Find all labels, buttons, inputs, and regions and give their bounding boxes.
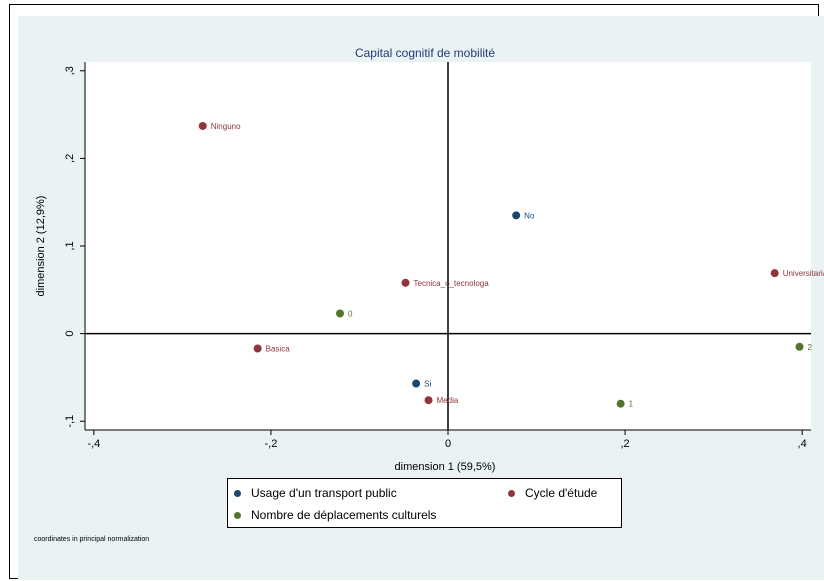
x-tick-label: ,2 — [620, 438, 629, 450]
y-tick-label: ,1 — [64, 241, 76, 250]
legend-label-cycle: Cycle d'étude — [525, 486, 598, 500]
point-label: 2 — [807, 343, 812, 352]
y-tick-label: 0 — [64, 331, 76, 337]
legend: Usage d'un transport public Cycle d'étud… — [227, 478, 622, 528]
y-axis-label: dimension 2 (12,9%) — [35, 196, 47, 297]
data-point — [424, 396, 433, 405]
data-point — [795, 342, 804, 351]
data-point — [512, 211, 521, 220]
y-tick-label: -,1 — [64, 415, 76, 428]
x-axis-label: dimension 1 (59,5%) — [395, 461, 496, 473]
point-label: Media — [437, 396, 459, 405]
point-label: Si — [424, 380, 431, 389]
y-tick-label: ,3 — [64, 66, 76, 75]
legend-label-deplacements: Nombre de déplacements culturels — [251, 508, 437, 522]
point-label: Ninguno — [211, 122, 241, 131]
legend-item-transport: Usage d'un transport public — [234, 486, 397, 500]
y-tick-label: ,2 — [64, 154, 76, 163]
x-tick-label: 0 — [445, 438, 451, 450]
data-point — [616, 399, 625, 408]
data-point — [412, 379, 421, 388]
chart-title: Capital cognitif de mobilité — [355, 46, 495, 60]
legend-marker-cycle — [508, 489, 515, 497]
point-label: Universitaria — [783, 269, 824, 278]
data-point — [253, 344, 262, 353]
point-label: No — [524, 211, 535, 220]
legend-item-deplacements: Nombre de déplacements culturels — [234, 508, 436, 522]
point-label: Tecnica_o_tecnologa — [414, 279, 490, 288]
data-point — [198, 121, 207, 130]
legend-item-cycle: Cycle d'étude — [508, 486, 597, 500]
data-point — [335, 309, 344, 318]
point-label: 0 — [348, 309, 353, 318]
x-tick-label: -,2 — [265, 438, 278, 450]
legend-marker-deplacements — [234, 511, 241, 519]
point-label: 1 — [629, 400, 634, 409]
x-tick-label: ,4 — [798, 438, 807, 450]
point-label: Basica — [266, 345, 291, 354]
normalization-note: coordinates in principal normalization — [34, 536, 150, 543]
data-point — [401, 278, 410, 287]
legend-marker-transport — [234, 489, 241, 497]
data-point — [770, 269, 779, 278]
legend-label-transport: Usage d'un transport public — [251, 486, 397, 500]
x-tick-label: -,4 — [87, 438, 100, 450]
